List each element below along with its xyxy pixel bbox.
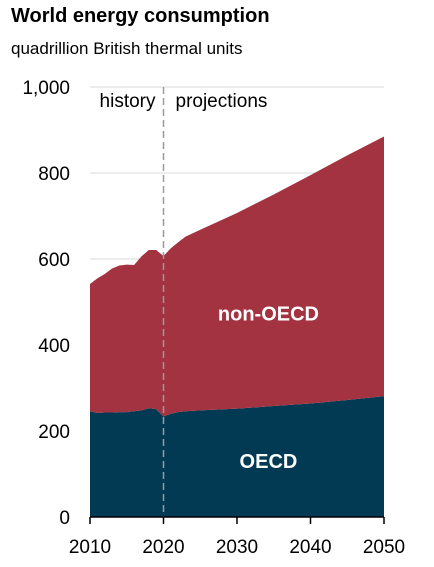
area-oecd xyxy=(90,396,384,517)
x-tick-label-2030: 2030 xyxy=(216,537,258,558)
y-tick-label-0: 0 xyxy=(59,508,70,529)
stacked-areas xyxy=(90,136,384,517)
area-non-oecd xyxy=(90,136,384,417)
x-tick-label-2050: 2050 xyxy=(363,537,405,558)
labels: OECD non-OECD history projections xyxy=(100,91,319,473)
axes: 0 200 400 600 800 1,000 2010 2020 2030 2040 2050 xyxy=(22,78,405,558)
x-tick-label-2040: 2040 xyxy=(289,537,331,558)
x-tick-label-2020: 2020 xyxy=(142,537,184,558)
chart-title: World energy consumption xyxy=(11,5,270,27)
y-tick-label-1000: 1,000 xyxy=(22,78,70,99)
y-tick-label-400: 400 xyxy=(38,336,70,357)
chart-subtitle: quadrillion British thermal units xyxy=(11,39,243,58)
y-tick-label-800: 800 xyxy=(38,164,70,185)
y-tick-label-600: 600 xyxy=(38,250,70,271)
y-tick-label-200: 200 xyxy=(38,422,70,443)
series-label-oecd: OECD xyxy=(240,451,298,473)
series-label-non-oecd: non-OECD xyxy=(218,303,319,325)
x-tick-label-2010: 2010 xyxy=(69,537,111,558)
region-label-history: history xyxy=(100,91,156,112)
region-label-projections: projections xyxy=(176,91,268,112)
